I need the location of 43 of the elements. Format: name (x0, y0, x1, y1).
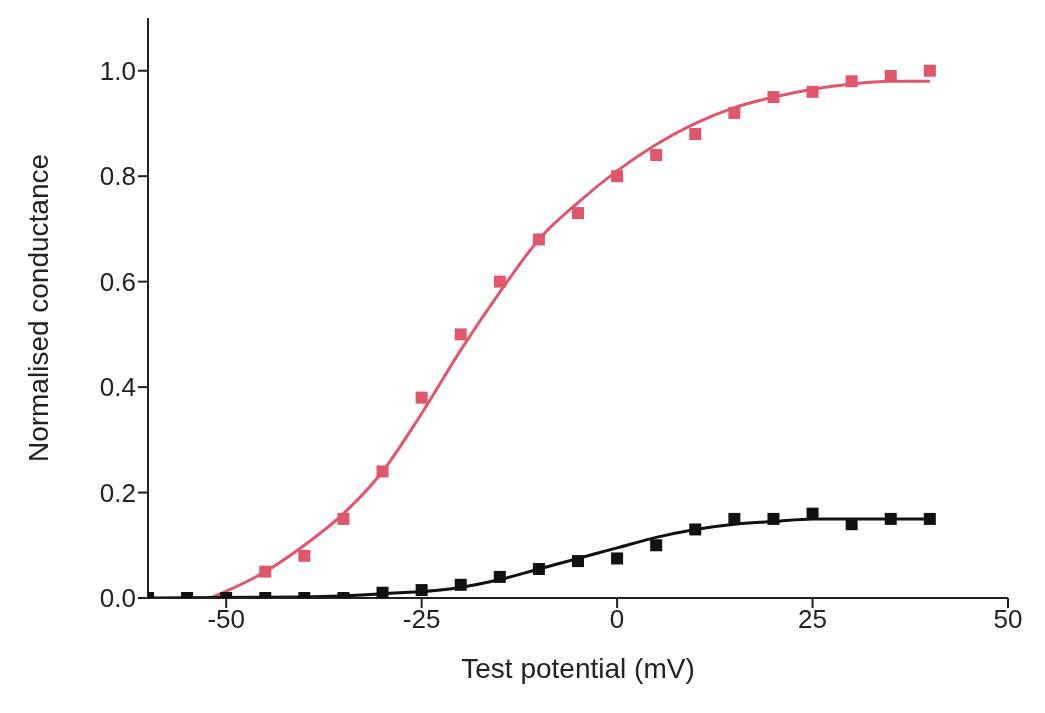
point (376, 586, 389, 598)
point (454, 578, 467, 591)
point (376, 465, 389, 478)
point (611, 552, 624, 565)
y-axis-title: Normalised conductance (22, 153, 54, 463)
point (650, 539, 663, 552)
point (923, 64, 936, 77)
y-tick-label: 1.0 (99, 55, 136, 86)
y-tick-label: 0.6 (99, 266, 136, 297)
point (493, 570, 506, 583)
x-tick-label: -50 (207, 604, 245, 635)
point (572, 207, 584, 220)
point (806, 85, 819, 98)
x-tick-label: 50 (993, 604, 1023, 635)
y-tick-label: 0.0 (99, 583, 136, 614)
point (337, 512, 350, 525)
point (454, 328, 467, 341)
x-axis-title: Test potential (mV) (461, 653, 695, 684)
point (689, 128, 702, 140)
point (298, 549, 311, 562)
x-tick-label: 25 (798, 604, 828, 635)
y-tick-label: 0.8 (99, 161, 136, 192)
y-tick-label: 0.4 (99, 372, 136, 403)
point (493, 275, 506, 288)
x-tick-label: 0 (609, 604, 625, 635)
point (572, 555, 584, 568)
point (415, 391, 428, 404)
point (767, 512, 780, 525)
point (532, 563, 545, 575)
point (689, 523, 702, 536)
x-tick-label: -25 (402, 604, 441, 635)
point (728, 106, 741, 119)
point (259, 565, 272, 578)
point (728, 512, 741, 525)
point (532, 233, 545, 246)
point (845, 75, 858, 88)
point (884, 512, 897, 525)
point (767, 91, 780, 104)
point (923, 512, 936, 525)
point (611, 170, 624, 183)
point (415, 584, 428, 597)
point (650, 149, 663, 162)
y-tick-label: 0.2 (99, 477, 136, 508)
